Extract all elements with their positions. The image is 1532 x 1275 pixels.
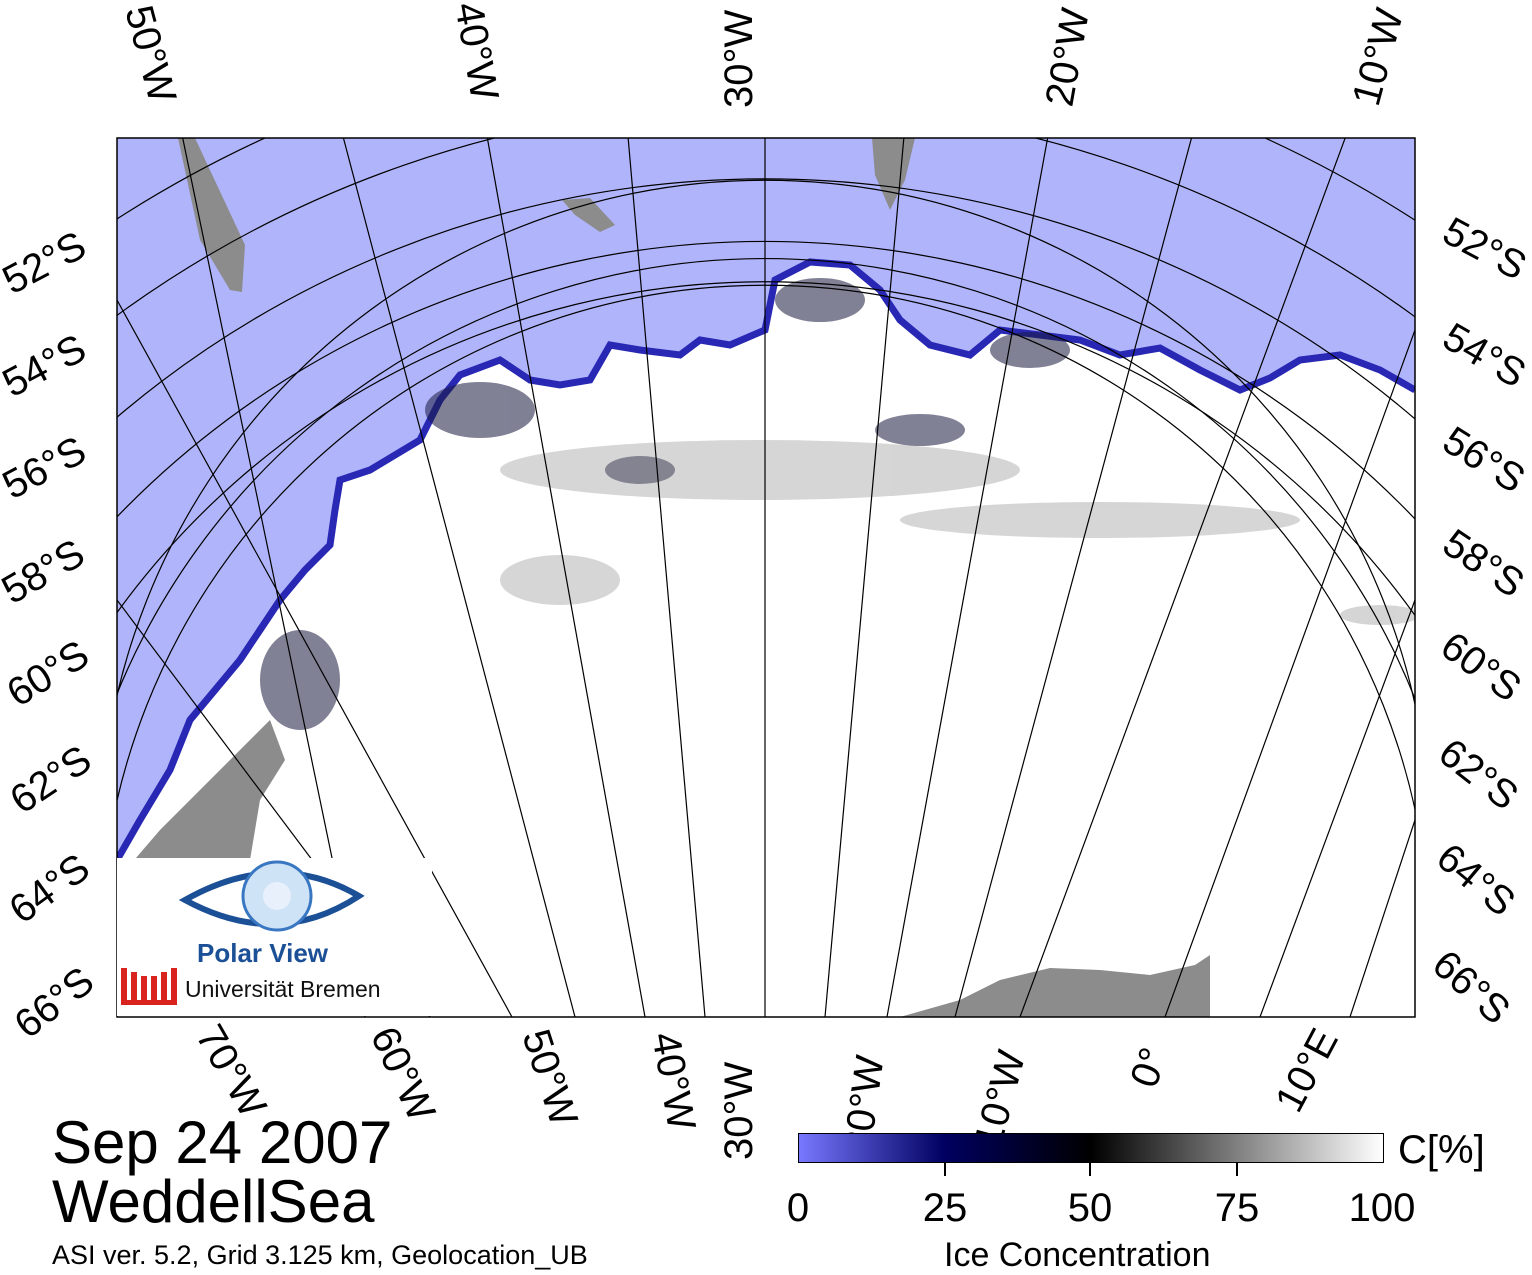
left-lat-label: 60°S (0, 632, 97, 716)
right-lat-label: 64°S (1428, 835, 1523, 925)
bottom-lon-label: 10°E (1267, 1022, 1347, 1120)
polar-view-logo: Polar View Universität Bremen (117, 858, 432, 1016)
map-date: Sep 24 2007 (52, 1109, 393, 1176)
colorbar-tick-label: 100 (1348, 1186, 1416, 1230)
colorbar-tick-label: 25 (922, 1186, 968, 1230)
logo-institution: Universität Bremen (185, 976, 381, 1002)
bottom-lon-label: 30°W (717, 1062, 761, 1160)
top-lon-label: 40°W (446, 0, 506, 104)
bottom-lon-label: 0° (1122, 1042, 1176, 1093)
left-lat-label: 52°S (0, 223, 93, 303)
bottom-lon-label: 50°W (513, 1024, 585, 1131)
left-lat-label: 66°S (6, 959, 102, 1047)
right-lat-label: 62°S (1430, 730, 1526, 818)
left-lat-label: 62°S (2, 737, 99, 822)
right-lat-label: 54°S (1436, 315, 1532, 397)
colorbar-unit: C[%] (1398, 1128, 1485, 1172)
right-latitude-labels: 52°S 54°S 56°S 58°S 60°S 62°S 64°S 66°S (1424, 209, 1532, 1033)
ice-edge (117, 258, 1415, 862)
right-lat-label: 52°S (1436, 209, 1532, 289)
south-orkney-land (562, 198, 615, 232)
low-concentration-patches (260, 278, 1070, 730)
open-water-area (117, 138, 1415, 860)
top-lon-label: 30°W (717, 10, 761, 108)
right-lat-label: 60°S (1433, 624, 1529, 711)
right-lat-label: 66°S (1424, 942, 1518, 1033)
top-lon-label: 20°W (1038, 5, 1098, 110)
left-lat-label: 54°S (0, 326, 93, 406)
top-lon-label: 10°W (1344, 4, 1412, 111)
right-lat-label: 56°S (1435, 418, 1532, 502)
map-region: WeddellSea (52, 1168, 375, 1235)
map-frame (116, 137, 1416, 1018)
right-lat-label: 58°S (1435, 521, 1532, 606)
antarctica-coast-land (900, 955, 1210, 1017)
colorbar-tick-label: 0 (786, 1186, 810, 1230)
left-lat-label: 64°S (1, 845, 97, 932)
south-georgia-land (178, 138, 245, 292)
logo-name: Polar View (197, 938, 329, 968)
top-longitude-labels: 50°W 40°W 30°W 20°W 10°W (116, 0, 1412, 110)
top-lon-label: 50°W (116, 1, 184, 108)
longitude-lines (117, 138, 1415, 1017)
left-lat-label: 56°S (0, 428, 93, 508)
colorbar-tick-label: 75 (1214, 1186, 1260, 1230)
colorbar-tick-label: 50 (1067, 1186, 1113, 1230)
map-subtitle: ASI ver. 5.2, Grid 3.125 km, Geolocation… (52, 1240, 588, 1270)
colorbar (798, 1133, 1384, 1163)
bottom-lon-label: 40°W (643, 1029, 703, 1134)
left-lat-label: 58°S (0, 531, 92, 613)
eye-icon (121, 860, 365, 1005)
south-sandwich-land (872, 138, 915, 210)
university-emblem-icon (121, 968, 177, 1005)
left-latitude-labels: 52°S 54°S 56°S 58°S 60°S 62°S 64°S 66°S (0, 223, 102, 1047)
colorbar-title: Ice Concentration (944, 1236, 1211, 1274)
